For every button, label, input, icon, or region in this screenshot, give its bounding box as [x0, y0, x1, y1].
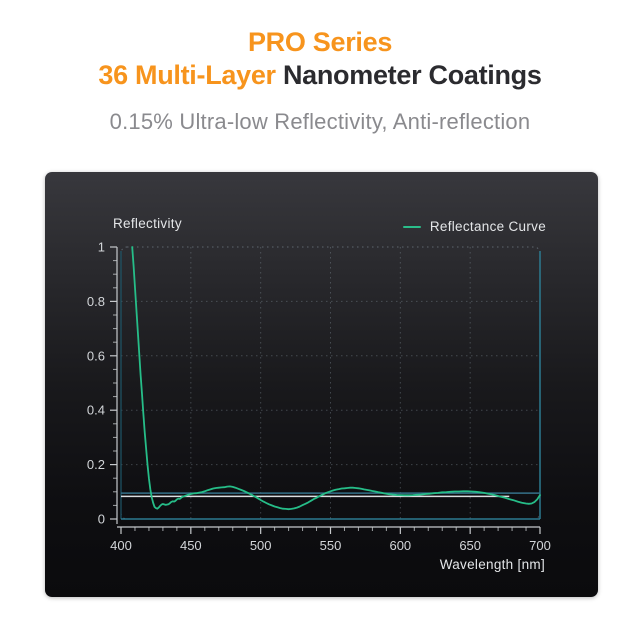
x-axis-title: Wavelength [nm] — [440, 557, 545, 572]
x-tick-label: 500 — [250, 538, 272, 553]
legend-label: Reflectance Curve — [429, 219, 546, 234]
y-tick-label: 0.8 — [87, 294, 105, 309]
x-tick-label: 400 — [110, 538, 132, 553]
chart-legend: Reflectance Curve — [402, 219, 546, 234]
title-nanometer-coatings: Nanometer Coatings — [275, 60, 542, 90]
chart-svg: 0 0.2 0.4 0.6 0.8 1 400 450 500 550 600 650 700 Wavel… — [87, 240, 551, 573]
y-tick-label: 0.6 — [87, 348, 105, 363]
y-tick-label: 0 — [98, 512, 105, 527]
header: PRO Series 36 Multi-Layer Nanometer Coat… — [0, 26, 640, 135]
y-tick-label: 0.2 — [87, 457, 105, 472]
x-tick-label: 450 — [180, 538, 202, 553]
subtitle: 0.15% Ultra-low Reflectivity, Anti-refle… — [109, 109, 531, 134]
title-line-1: PRO Series — [0, 26, 640, 59]
title-line-2: 36 Multi-Layer Nanometer Coatings — [0, 59, 640, 92]
x-tick-label: 600 — [389, 538, 411, 553]
title-multilayer-highlight: 36 Multi-Layer — [98, 60, 276, 90]
chart-y-axis-heading: Reflectivity — [113, 216, 182, 231]
x-tick-label: 700 — [529, 538, 551, 553]
y-tick-label: 1 — [98, 240, 105, 255]
chart-panel: 0 0.2 0.4 0.6 0.8 1 400 450 500 550 600 650 700 Wavel… — [45, 172, 598, 597]
y-tick-label: 0.4 — [87, 403, 105, 418]
x-tick-label: 550 — [320, 538, 342, 553]
title-pro-series: PRO Series — [247, 27, 393, 57]
reflectance-curve — [131, 246, 541, 511]
legend-line-swatch — [402, 225, 421, 228]
x-tick-label: 650 — [459, 538, 481, 553]
